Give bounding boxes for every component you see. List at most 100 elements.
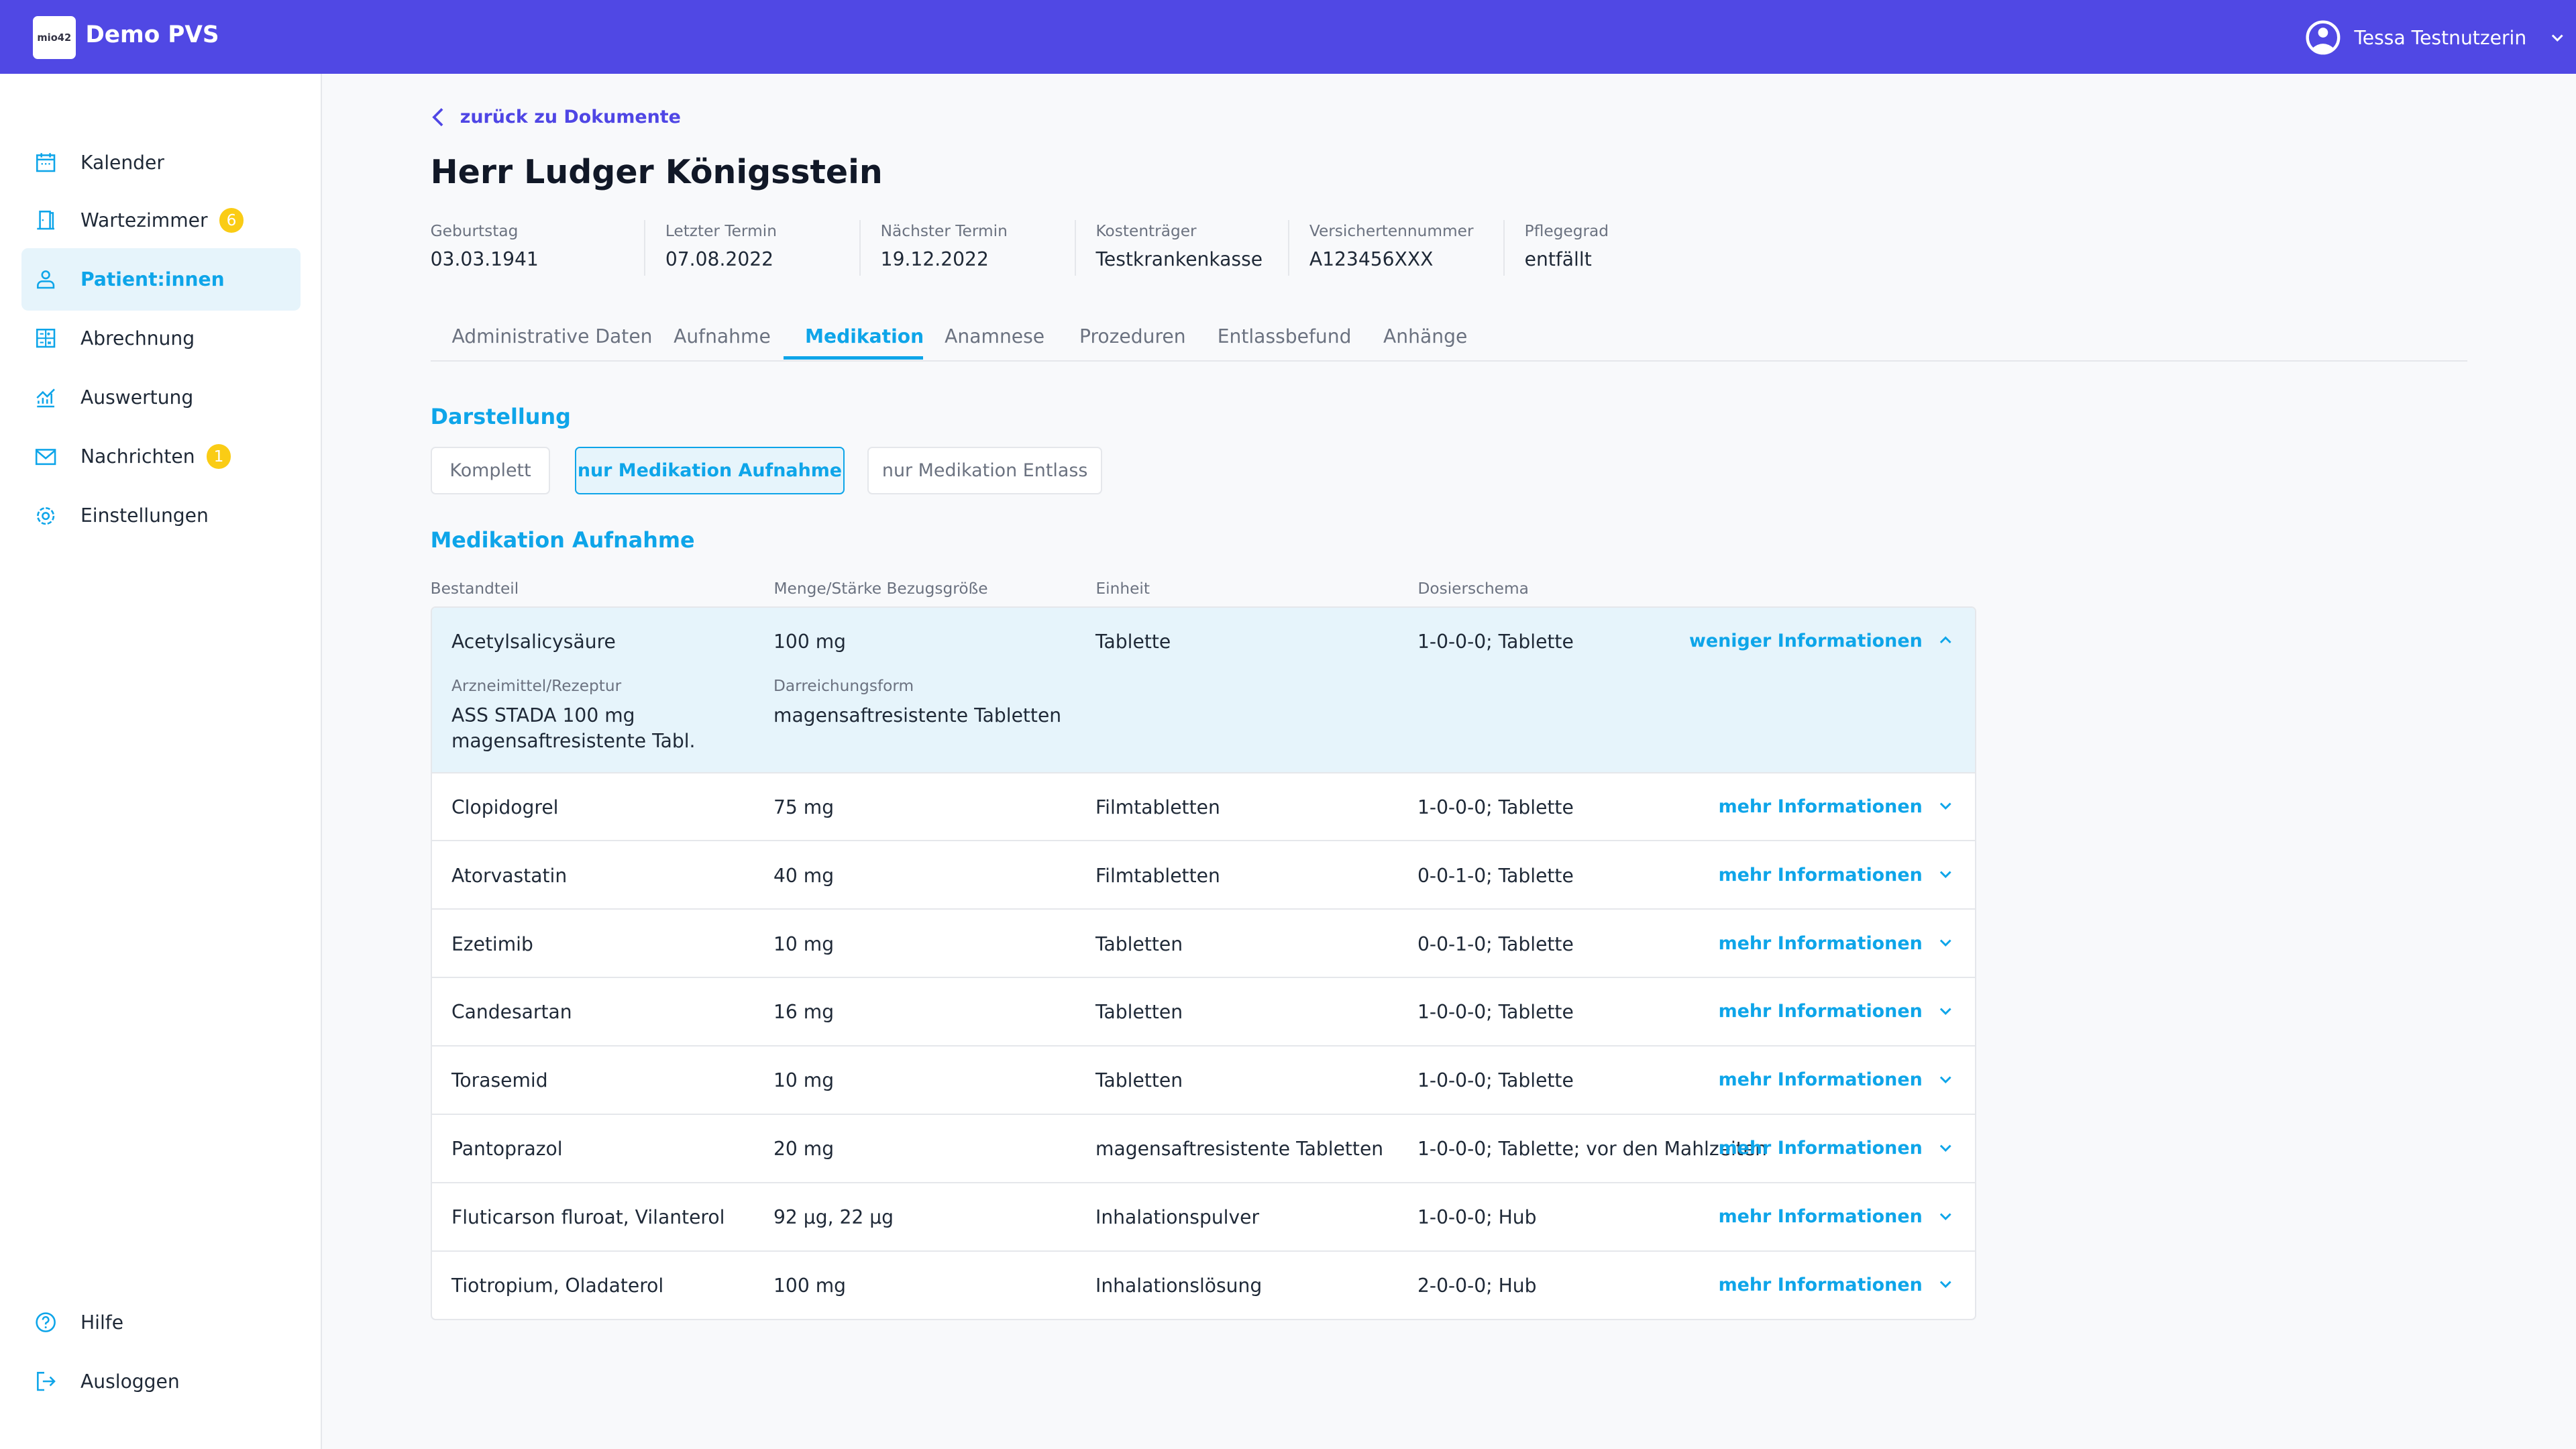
detail-label: Arzneimittel/Rezeptur: [451, 676, 622, 695]
tab-administrativedaten[interactable]: Administrative Daten: [451, 325, 653, 347]
chevron-down-icon: [2552, 34, 2564, 42]
more-info-link[interactable]: mehr Informationen: [1718, 796, 1923, 817]
table-cell: Tabletten: [1095, 1069, 1183, 1092]
patient-info-field: Geburtstag 03.03.1941: [431, 222, 539, 274]
more-info-link[interactable]: mehr Informationen: [1718, 1206, 1923, 1228]
table-cell: Filmtabletten: [1095, 796, 1220, 818]
table-cell: 1-0-0-0; Tablette: [1417, 796, 1574, 818]
back-link[interactable]: zurück zu Dokumente: [431, 107, 681, 127]
calendar-icon: [36, 153, 56, 172]
sidebar-item-auswertung[interactable]: Auswertung: [21, 366, 301, 429]
top-bar: mio42 Demo PVS Tessa Testnutzerin: [0, 0, 2576, 74]
sidebar-item-wartezimmer[interactable]: Wartezimmer 6: [21, 189, 301, 252]
tab-aufnahme[interactable]: Aufnahme: [674, 325, 771, 347]
active-tab-indicator: [784, 356, 924, 360]
chevron-left-icon: [431, 108, 443, 127]
table-cell: 1-0-0-0; Tablette: [1417, 1069, 1574, 1092]
info-value: 07.08.2022: [665, 248, 774, 270]
table-cell: 100 mg: [773, 630, 847, 653]
chevron-down-icon[interactable]: [1937, 1003, 1953, 1019]
user-menu[interactable]: Tessa Testnutzerin: [2305, 19, 2566, 56]
count-badge: 6: [219, 207, 244, 233]
sidebar-item-ausloggen[interactable]: Ausloggen: [21, 1350, 301, 1413]
more-info-link[interactable]: mehr Informationen: [1718, 1069, 1923, 1091]
table-cell: 0-0-1-0; Tablette: [1417, 932, 1574, 955]
divider: [1288, 220, 1290, 276]
display-option-button[interactable]: Komplett: [430, 447, 551, 495]
table-row: Ezetimib 10 mg Tabletten 0-0-1-0; Tablette m…: [431, 908, 1976, 977]
more-info-link[interactable]: mehr Informationen: [1718, 864, 1923, 885]
table-row: Atorvastatin 40 mg Filmtabletten 0-0-1-0; T…: [431, 840, 1976, 908]
chart-icon: [36, 388, 56, 407]
display-option-button[interactable]: nur Medikation Aufnahme: [575, 447, 845, 495]
section-heading: Medikation Aufnahme: [430, 527, 695, 553]
chevron-up-icon[interactable]: [1937, 632, 1953, 648]
table-cell: 1-0-0-0; Tablette; vor den Mahlzeiten: [1417, 1138, 1767, 1161]
column-header: Bestandteil: [430, 580, 519, 598]
chevron-down-icon[interactable]: [1937, 1208, 1953, 1224]
sidebar-item-einstellungen[interactable]: Einstellungen: [21, 484, 301, 547]
info-value: Testkrankenkasse: [1095, 248, 1263, 270]
table-cell: Inhalationspulver: [1095, 1206, 1260, 1229]
table-row: Tiotropium, Oladaterol 100 mg Inhalationsl…: [431, 1250, 1976, 1319]
sidebar-item-label: Auswertung: [80, 386, 194, 409]
table-cell: Ezetimib: [451, 932, 533, 955]
app-title: Demo PVS: [85, 21, 219, 48]
sidebar-item-patientinnen[interactable]: Patient:innen: [21, 248, 301, 311]
sidebar-item-nachrichten[interactable]: Nachrichten 1: [21, 425, 301, 488]
more-info-link[interactable]: mehr Informationen: [1718, 1138, 1923, 1159]
display-heading: Darstellung: [430, 404, 571, 430]
table-cell: 40 mg: [773, 864, 835, 887]
table-cell: 2-0-0-0; Hub: [1417, 1274, 1537, 1297]
detail-value: magensaftresistente Tabletten: [773, 704, 1062, 727]
table-cell: Inhalationslösung: [1095, 1274, 1263, 1297]
chevron-down-icon[interactable]: [1937, 1071, 1953, 1087]
user-name: Tessa Testnutzerin: [2354, 26, 2527, 49]
sidebar-item-abrechnung[interactable]: Abrechnung: [21, 307, 301, 370]
sidebar-item-hilfe[interactable]: Hilfe: [21, 1291, 301, 1354]
sidebar-item-label: Wartezimmer: [80, 209, 208, 231]
table-cell: 1-0-0-0; Tablette: [1417, 1001, 1574, 1024]
chevron-down-icon[interactable]: [1937, 934, 1953, 951]
display-option-button[interactable]: nur Medikation Entlass: [867, 447, 1103, 495]
back-link-label: zurück zu Dokumente: [460, 107, 681, 128]
tab-anhänge[interactable]: Anhänge: [1383, 325, 1468, 347]
detail-label: Darreichungsform: [773, 676, 914, 695]
chevron-down-icon[interactable]: [1937, 1276, 1953, 1292]
page-title: Herr Ludger Königsstein: [430, 152, 883, 191]
tab-entlassbefund[interactable]: Entlassbefund: [1217, 325, 1352, 347]
table-cell: Tabletten: [1095, 932, 1183, 955]
table-cell: 1-0-0-0; Tablette: [1417, 630, 1574, 653]
info-value: 03.03.1941: [430, 248, 539, 270]
sidebar-item-label: Kalender: [80, 151, 164, 174]
table-cell: 16 mg: [773, 1001, 835, 1024]
more-info-link[interactable]: mehr Informationen: [1718, 932, 1923, 954]
more-info-link[interactable]: mehr Informationen: [1718, 1001, 1923, 1022]
help-icon: [36, 1312, 56, 1333]
tab-medikation[interactable]: Medikation: [804, 325, 924, 347]
door-icon: [37, 210, 55, 230]
table-cell: Clopidogrel: [451, 796, 559, 818]
divider: [1503, 220, 1505, 276]
table-row: Pantoprazol 20 mg magensaftresistente Tabl…: [431, 1113, 1976, 1182]
table-row: Acetylsalicysäure 100 mg Tablette 1-0-0-0; …: [431, 607, 1976, 772]
chevron-down-icon[interactable]: [1937, 866, 1953, 882]
sidebar-item-kalender[interactable]: Kalender: [21, 131, 301, 194]
tab-prozeduren[interactable]: Prozeduren: [1079, 325, 1186, 347]
calculator-icon: [36, 329, 56, 348]
table-cell: 10 mg: [773, 1069, 835, 1092]
medication-table: Acetylsalicysäure 100 mg Tablette 1-0-0-0; …: [430, 606, 1977, 1320]
app-logo[interactable]: mio42: [32, 16, 76, 60]
logo-text: mio42: [37, 32, 72, 44]
less-info-link[interactable]: weniger Informationen: [1688, 630, 1923, 651]
more-info-link[interactable]: mehr Informationen: [1718, 1274, 1923, 1295]
chevron-down-icon[interactable]: [1937, 1140, 1953, 1156]
divider: [859, 220, 861, 276]
table-cell: Filmtabletten: [1095, 864, 1220, 887]
table-cell: Atorvastatin: [451, 864, 568, 887]
table-cell: magensaftresistente Tabletten: [1095, 1138, 1384, 1161]
table-cell: 20 mg: [773, 1138, 835, 1161]
table-row: Torasemid 10 mg Tabletten 1-0-0-0; Tablette…: [431, 1045, 1976, 1114]
tab-anamnese[interactable]: Anamnese: [945, 325, 1045, 347]
chevron-down-icon[interactable]: [1937, 798, 1953, 814]
